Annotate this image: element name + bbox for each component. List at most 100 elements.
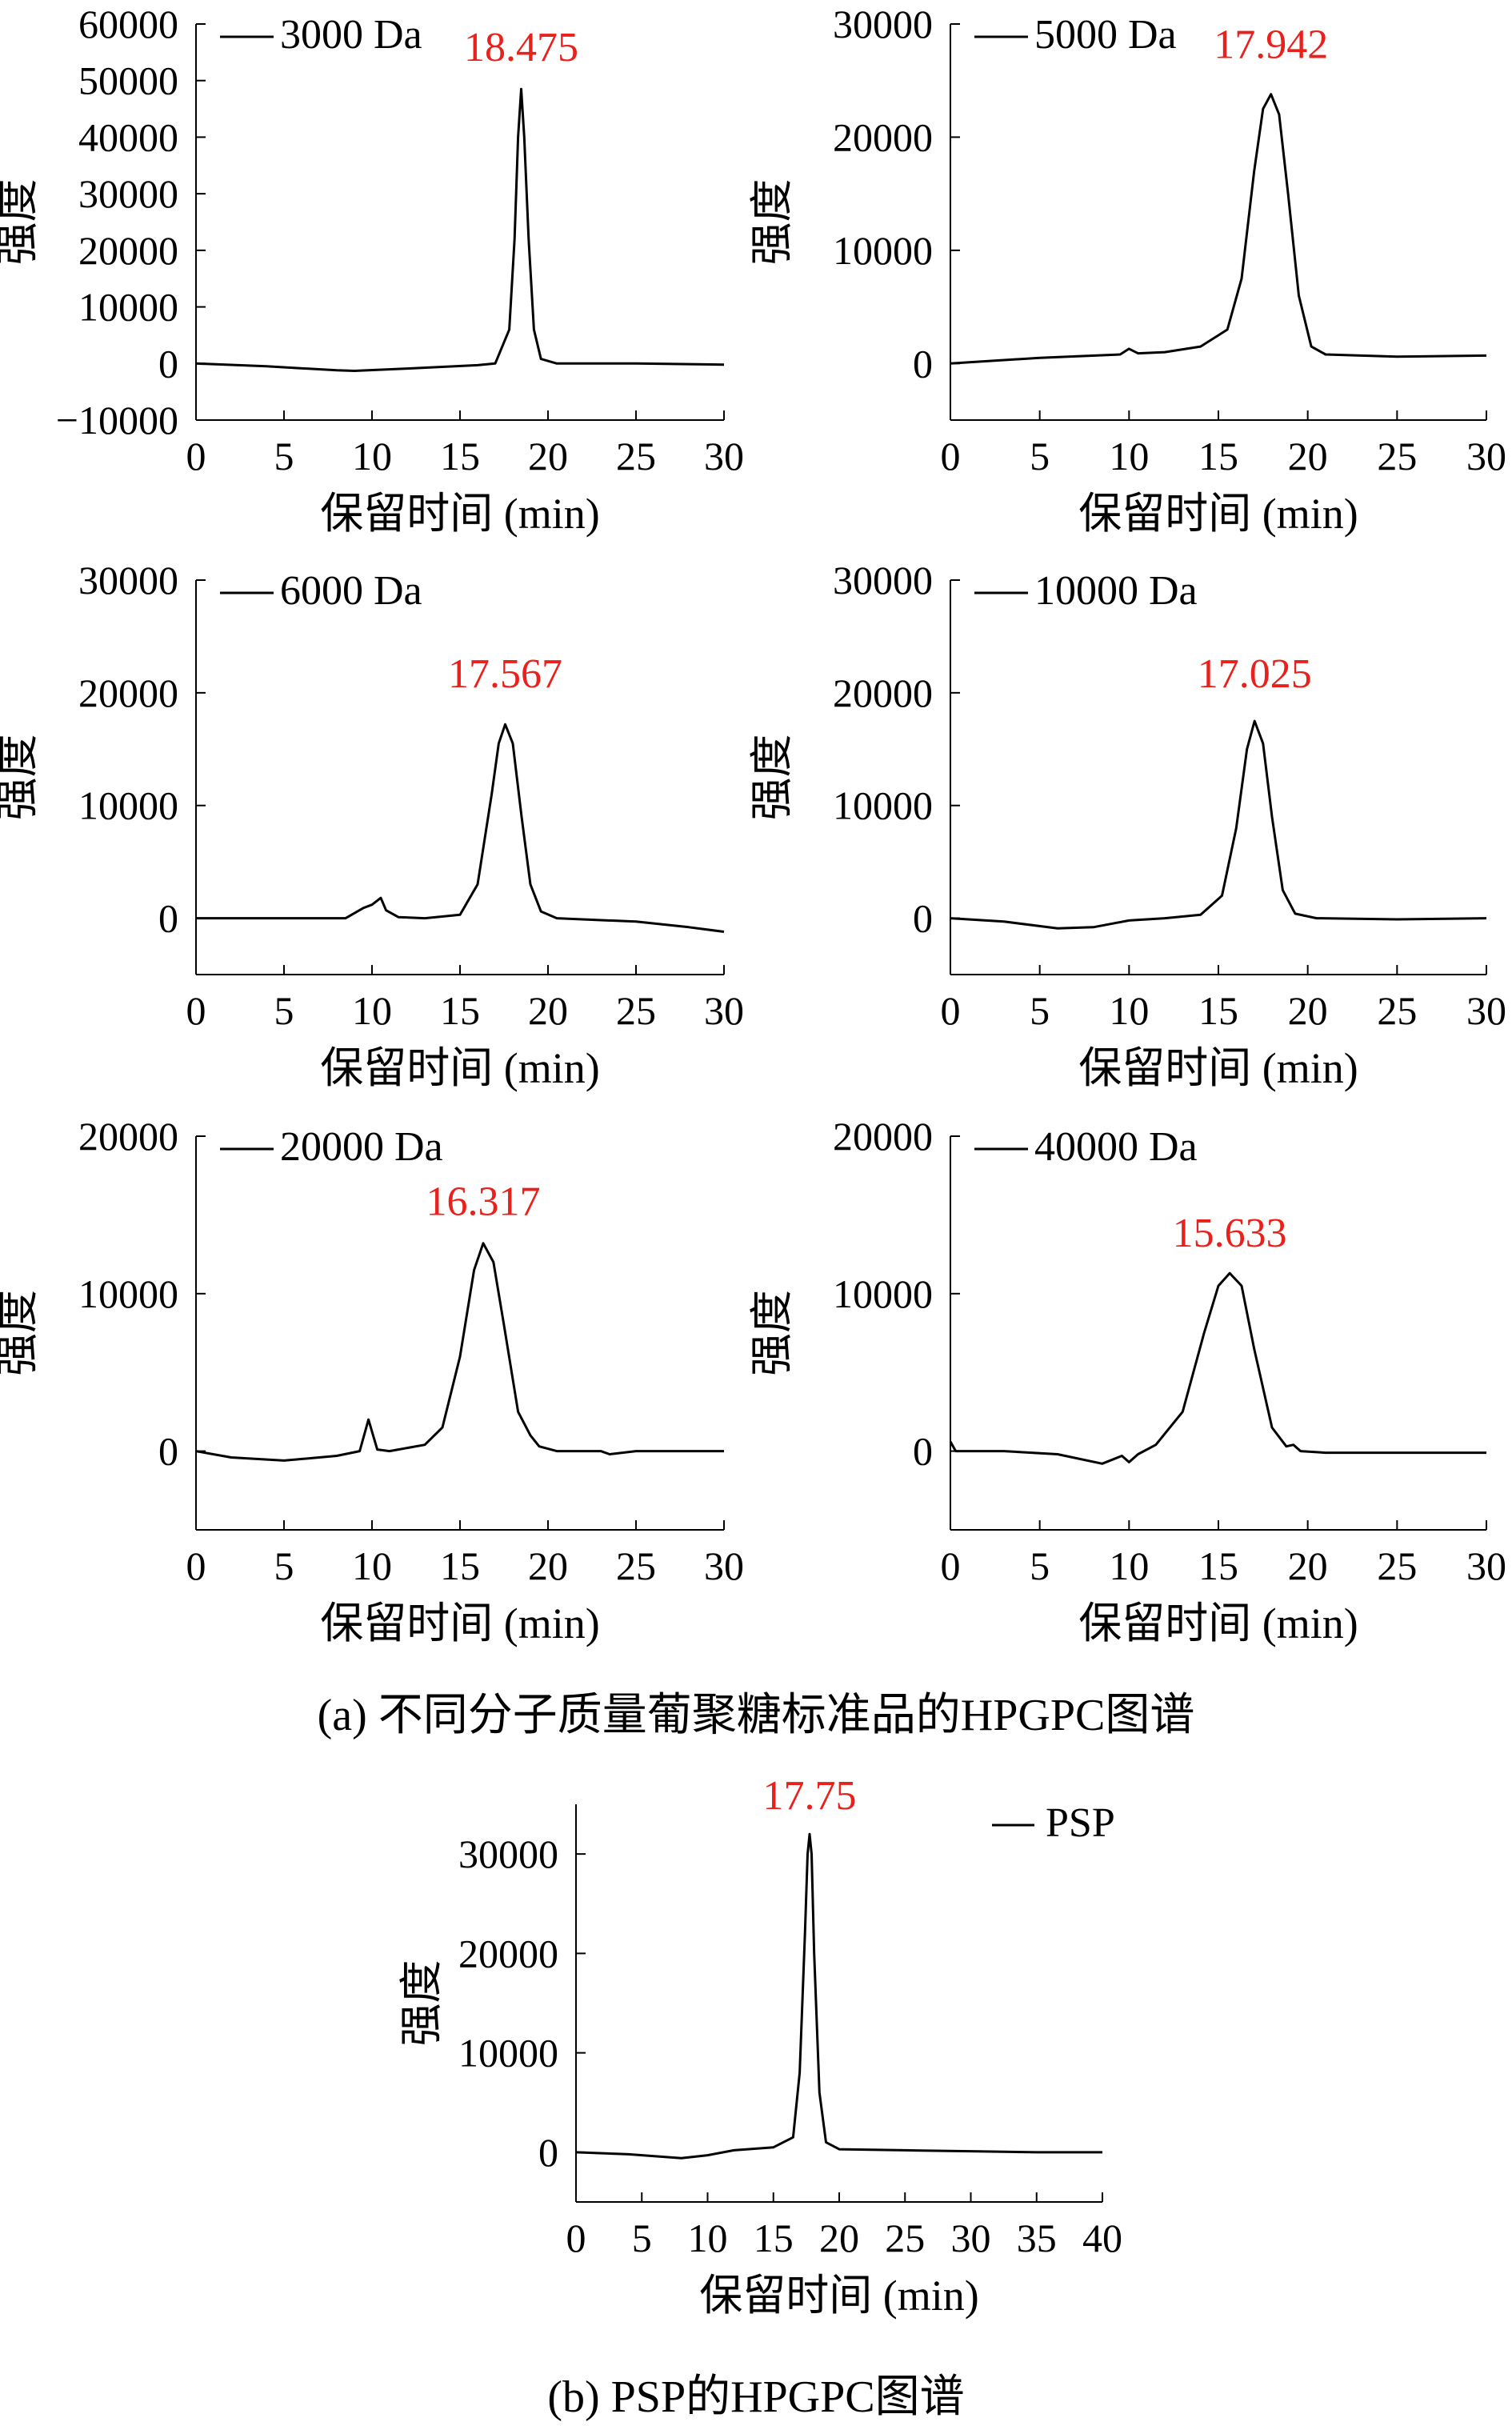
- y-tick-label: 50000: [78, 58, 178, 103]
- y-axis-label: 强度: [0, 179, 42, 266]
- x-tick-label: 5: [1030, 434, 1050, 478]
- x-tick-label: 25: [616, 988, 656, 1033]
- y-tick-label: 30000: [833, 2, 933, 46]
- x-tick-label: 25: [1377, 988, 1417, 1033]
- x-tick-label: 10: [1109, 434, 1149, 478]
- x-tick-label: 15: [1198, 1543, 1238, 1588]
- y-axis-label: 强度: [748, 1290, 796, 1376]
- series-line: [950, 719, 1487, 930]
- legend-label: PSP: [1046, 1800, 1115, 1846]
- peak-label: 16.317: [426, 1179, 540, 1224]
- x-axis-label: 保留时间 (min): [320, 1599, 599, 1647]
- x-tick-label: 15: [754, 2216, 794, 2260]
- chart-panel-4: 0 5 10 15 20 25 30 0 10000 20000 30000 保留时间 (min) 强度…: [748, 558, 1506, 1092]
- x-tick-label: 15: [440, 988, 480, 1033]
- x-tick-label: 5: [1030, 988, 1050, 1033]
- y-tick-label: −10000: [56, 398, 178, 442]
- y-tick-label: 20000: [78, 228, 178, 273]
- x-tick-label: 15: [1198, 434, 1238, 478]
- y-axis-label: 强度: [0, 735, 42, 821]
- peak-label: 17.942: [1214, 22, 1328, 67]
- y-tick-label: 0: [158, 896, 178, 941]
- x-tick-label: 10: [1109, 988, 1149, 1033]
- chart-panel-2: 0 5 10 15 20 25 30 0 10000 20000 30000 保留时间 (min) 强度…: [748, 2, 1506, 538]
- x-tick-label: 20: [528, 1543, 568, 1588]
- series-line: [949, 1271, 1486, 1465]
- series-line: [950, 93, 1487, 365]
- x-tick-label: 25: [616, 1543, 656, 1588]
- x-tick-label: 30: [704, 434, 744, 478]
- y-axis-label: 强度: [0, 1290, 42, 1376]
- series-line: [575, 1832, 1102, 2160]
- x-tick-label: 25: [616, 434, 656, 478]
- x-tick-label: 0: [186, 988, 206, 1033]
- y-tick-label: 10000: [458, 2031, 558, 2076]
- y-tick-label: 10000: [78, 285, 178, 330]
- y-tick-label: 60000: [78, 2, 178, 46]
- x-tick-label: 30: [951, 2216, 991, 2260]
- x-tick-label: 15: [440, 1543, 480, 1588]
- y-tick-label: 30000: [78, 171, 178, 216]
- peak-label: 17.75: [762, 1773, 856, 1819]
- x-tick-label: 20: [1288, 988, 1328, 1033]
- legend-label: 20000 Da: [280, 1124, 443, 1170]
- y-axis-label: 强度: [398, 1960, 446, 2047]
- y-tick-label: 0: [158, 341, 178, 386]
- y-tick-label: 30000: [78, 558, 178, 602]
- legend-label: 3000 Da: [280, 12, 422, 58]
- y-tick-label: 30000: [458, 1832, 558, 1876]
- y-tick-label: 30000: [833, 558, 933, 602]
- peak-label: 17.567: [448, 651, 562, 697]
- legend-label: 6000 Da: [280, 568, 422, 614]
- x-axis-label: 保留时间 (min): [1078, 1044, 1358, 1092]
- x-tick-label: 0: [941, 988, 961, 1033]
- x-tick-label: 15: [1198, 988, 1238, 1033]
- x-tick-label: 20: [1288, 1543, 1328, 1588]
- x-tick-label: 0: [186, 434, 206, 478]
- x-tick-label: 5: [1030, 1543, 1050, 1588]
- y-tick-label: 20000: [833, 114, 933, 159]
- chart-panel-5: 0 5 10 15 20 25 30 0 10000 20000 保留时间 (min) 强度 20000…: [0, 1114, 744, 1647]
- x-tick-label: 30: [704, 988, 744, 1033]
- y-tick-label: 20000: [833, 1114, 933, 1159]
- x-tick-label: 5: [274, 1543, 294, 1588]
- x-tick-label: 5: [274, 434, 294, 478]
- peak-label: 17.025: [1198, 651, 1312, 697]
- x-tick-label: 30: [1466, 434, 1506, 478]
- legend-label: 40000 Da: [1034, 1124, 1198, 1170]
- y-tick-label: 10000: [78, 783, 178, 828]
- x-tick-label: 40: [1082, 2216, 1122, 2260]
- y-tick-label: 40000: [78, 114, 178, 159]
- chart-panel-3: 0 5 10 15 20 25 30 0 10000 20000 30000 保留时间 (min) 强度…: [0, 558, 744, 1092]
- y-tick-label: 0: [913, 1429, 933, 1474]
- y-tick-label: 20000: [78, 1114, 178, 1159]
- x-tick-label: 0: [186, 1543, 206, 1588]
- peak-label: 15.633: [1173, 1211, 1287, 1256]
- x-tick-label: 0: [566, 2216, 586, 2260]
- x-tick-label: 20: [528, 434, 568, 478]
- x-tick-label: 10: [352, 434, 392, 478]
- x-tick-label: 10: [688, 2216, 728, 2260]
- y-tick-label: 10000: [833, 783, 933, 828]
- x-tick-label: 30: [1466, 1543, 1506, 1588]
- y-axis-label: 强度: [748, 735, 796, 821]
- caption-a: (a) 不同分子质量葡聚糖标准品的HPGPC图谱: [317, 1691, 1195, 1740]
- x-axis-label: 保留时间 (min): [1078, 1599, 1358, 1647]
- x-axis-label: 保留时间 (min): [699, 2272, 978, 2320]
- chart-panel-6: 0 5 10 15 20 25 30 0 10000 20000 保留时间 (min) 强度 40000…: [748, 1114, 1506, 1647]
- x-axis-label: 保留时间 (min): [320, 1044, 599, 1092]
- legend-label: 10000 Da: [1034, 568, 1198, 614]
- x-axis-label: 保留时间 (min): [320, 490, 599, 538]
- x-tick-label: 25: [1377, 1543, 1417, 1588]
- series-line: [196, 723, 725, 933]
- x-tick-label: 10: [352, 1543, 392, 1588]
- chart-panel-1: 0 5 10 15 20 25 30−100000100002000030000400005…: [0, 2, 744, 538]
- y-tick-label: 0: [913, 341, 933, 386]
- series-line: [195, 1242, 724, 1462]
- x-tick-label: 25: [1377, 434, 1417, 478]
- x-tick-label: 25: [885, 2216, 925, 2260]
- x-tick-label: 30: [1466, 988, 1506, 1033]
- x-tick-label: 15: [440, 434, 480, 478]
- x-tick-label: 0: [941, 1543, 961, 1588]
